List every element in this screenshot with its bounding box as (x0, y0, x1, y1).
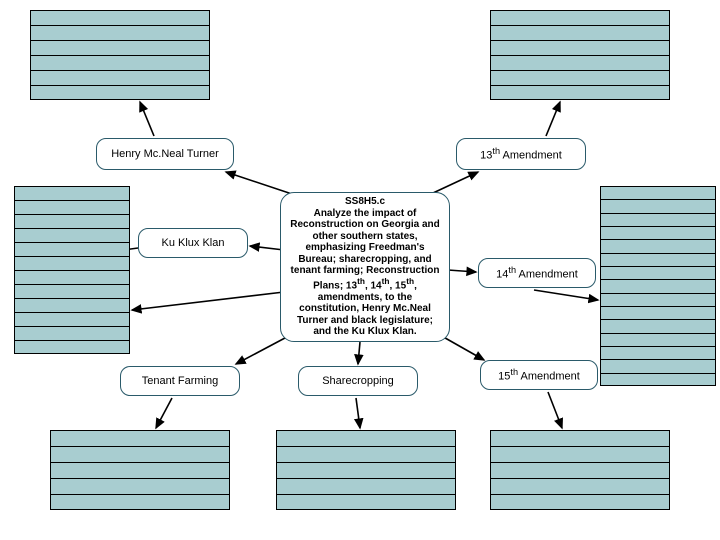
table-row (15, 299, 129, 313)
node-share: Sharecropping (298, 366, 418, 396)
table-row (51, 431, 229, 447)
table-row (51, 495, 229, 511)
table-row (31, 86, 209, 101)
table-row (31, 41, 209, 56)
table-row (15, 327, 129, 341)
table-row (601, 267, 715, 280)
arrow (534, 290, 598, 300)
arrow (156, 398, 172, 428)
table-row (277, 463, 455, 479)
node-label: 15th Amendment (494, 365, 584, 385)
arrow (140, 102, 154, 136)
table-row (31, 11, 209, 26)
table-row (601, 294, 715, 307)
table-row (31, 56, 209, 71)
table-row (491, 447, 669, 463)
center-node: SS8H5.cAnalyze the impact of Reconstruct… (280, 192, 450, 342)
detail-table-t-ml (14, 186, 130, 354)
center-text: SS8H5.cAnalyze the impact of Reconstruct… (281, 192, 449, 341)
node-label: 13th Amendment (476, 144, 566, 164)
arrow (356, 398, 360, 428)
node-amend13: 13th Amendment (456, 138, 586, 170)
table-row (15, 215, 129, 229)
table-row (491, 41, 669, 56)
table-row (15, 257, 129, 271)
node-kkk: Ku Klux Klan (138, 228, 248, 258)
table-row (15, 187, 129, 201)
table-row (15, 201, 129, 215)
table-row (491, 495, 669, 511)
arrow (546, 102, 560, 136)
table-row (277, 447, 455, 463)
table-row (601, 187, 715, 200)
detail-table-t-br (490, 430, 670, 510)
table-row (601, 360, 715, 373)
detail-table-t-mr (600, 186, 716, 386)
detail-table-t-tl (30, 10, 210, 100)
node-label: Tenant Farming (138, 373, 222, 389)
table-row (491, 479, 669, 495)
table-row (491, 56, 669, 71)
table-row (51, 479, 229, 495)
arrow (448, 270, 476, 272)
node-tenant: Tenant Farming (120, 366, 240, 396)
node-label: Henry Mc.Neal Turner (107, 146, 223, 162)
table-row (601, 347, 715, 360)
table-row (15, 243, 129, 257)
table-row (491, 431, 669, 447)
table-row (277, 479, 455, 495)
table-row (601, 227, 715, 240)
table-row (51, 463, 229, 479)
table-row (51, 447, 229, 463)
table-row (601, 374, 715, 387)
arrow (358, 342, 360, 364)
node-label: 14th Amendment (492, 263, 582, 283)
detail-table-t-bc (276, 430, 456, 510)
table-row (491, 71, 669, 86)
arrow (548, 392, 562, 428)
table-row (15, 285, 129, 299)
table-row (601, 320, 715, 333)
detail-table-t-tr (490, 10, 670, 100)
detail-table-t-bl (50, 430, 230, 510)
table-row (601, 200, 715, 213)
node-amend15: 15th Amendment (480, 360, 598, 390)
arrow (250, 246, 284, 250)
node-henry: Henry Mc.Neal Turner (96, 138, 234, 170)
arrow (132, 292, 284, 310)
table-row (601, 254, 715, 267)
node-label: Ku Klux Klan (158, 235, 229, 251)
node-label: Sharecropping (318, 373, 398, 389)
table-row (277, 495, 455, 511)
table-row (601, 334, 715, 347)
table-row (601, 214, 715, 227)
table-row (15, 341, 129, 355)
table-row (491, 26, 669, 41)
table-row (491, 463, 669, 479)
table-row (491, 11, 669, 26)
table-row (15, 271, 129, 285)
table-row (601, 307, 715, 320)
node-amend14: 14th Amendment (478, 258, 596, 288)
table-row (31, 26, 209, 41)
table-row (491, 86, 669, 101)
table-row (601, 240, 715, 253)
table-row (15, 229, 129, 243)
table-row (277, 431, 455, 447)
table-row (601, 280, 715, 293)
table-row (31, 71, 209, 86)
table-row (15, 313, 129, 327)
